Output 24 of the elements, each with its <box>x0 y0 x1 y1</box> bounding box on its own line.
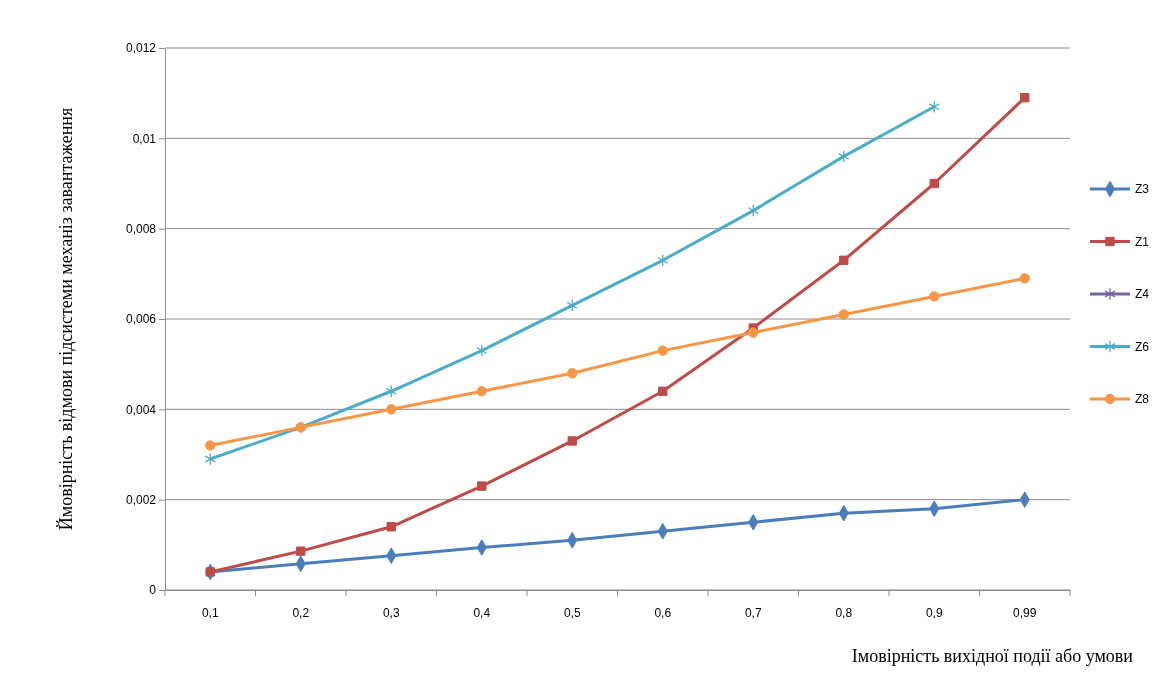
x-tick-label: 0,9 <box>925 605 943 620</box>
x-tick-label: 0,7 <box>744 605 762 620</box>
y-tick-label: 0,01 <box>132 131 157 146</box>
x-tick-label: 0,6 <box>654 605 672 620</box>
y-tick-label: 0 <box>149 583 157 598</box>
y-tick-label: 0,008 <box>125 222 157 237</box>
x-tick-label: 0,4 <box>473 605 491 620</box>
y-tick-label: 0,006 <box>125 312 157 327</box>
legend-label: Z8 <box>1135 392 1150 406</box>
x-axis-title: Імовірність вихідної події або умови <box>851 646 1134 666</box>
x-tick-label: 0,99 <box>1013 605 1037 620</box>
y-tick-label: 0,012 <box>125 41 157 56</box>
y-tick-label: 0,004 <box>125 402 157 417</box>
legend-label: Z3 <box>1135 182 1150 196</box>
legend-label: Z6 <box>1135 339 1150 354</box>
y-axis-title: Ймовірність відмови підсистеми механіз завантаження <box>56 107 76 531</box>
x-tick-label: 0,1 <box>201 605 219 620</box>
y-tick-label: 0,002 <box>125 493 157 508</box>
x-tick-label: 0,3 <box>382 605 400 620</box>
legend-label: Z4 <box>1135 287 1150 301</box>
x-tick-label: 0,2 <box>292 605 310 620</box>
x-tick-label: 0,8 <box>835 605 853 620</box>
x-tick-label: 0,5 <box>563 605 581 620</box>
legend-label: Z1 <box>1135 234 1150 249</box>
